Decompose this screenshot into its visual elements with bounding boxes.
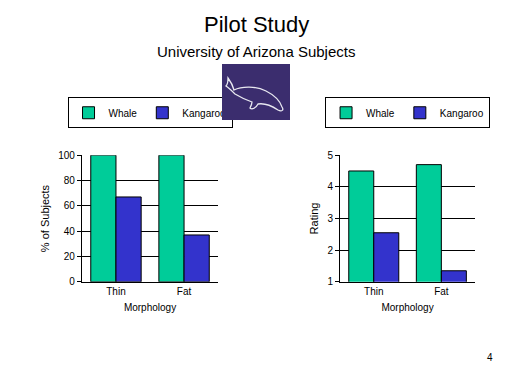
svg-text:1: 1	[327, 276, 333, 287]
svg-text:4: 4	[487, 352, 493, 363]
svg-text:3: 3	[327, 213, 333, 224]
svg-text:Pilot Study: Pilot Study	[204, 12, 309, 37]
svg-text:Thin: Thin	[106, 286, 125, 297]
svg-text:60: 60	[64, 200, 76, 211]
svg-text:Whale: Whale	[366, 108, 395, 119]
svg-text:Rating: Rating	[308, 203, 320, 235]
svg-text:Thin: Thin	[364, 286, 383, 297]
svg-text:2: 2	[327, 245, 333, 256]
svg-text:5: 5	[327, 150, 333, 161]
svg-text:Kangaroo: Kangaroo	[182, 108, 226, 119]
svg-text:100: 100	[58, 150, 75, 161]
svg-text:University of Arizona Subjects: University of Arizona Subjects	[157, 43, 355, 60]
svg-text:4: 4	[327, 181, 333, 192]
svg-text:% of Subjects: % of Subjects	[39, 184, 51, 252]
svg-text:Morphology: Morphology	[381, 302, 433, 313]
svg-text:Whale: Whale	[109, 108, 138, 119]
svg-text:Morphology: Morphology	[124, 302, 176, 313]
svg-text:20: 20	[64, 251, 76, 262]
svg-text:Fat: Fat	[177, 286, 192, 297]
svg-text:40: 40	[64, 226, 76, 237]
svg-text:80: 80	[64, 175, 76, 186]
svg-text:Kangaroo: Kangaroo	[440, 108, 484, 119]
svg-text:Fat: Fat	[434, 286, 449, 297]
svg-text:0: 0	[69, 276, 75, 287]
